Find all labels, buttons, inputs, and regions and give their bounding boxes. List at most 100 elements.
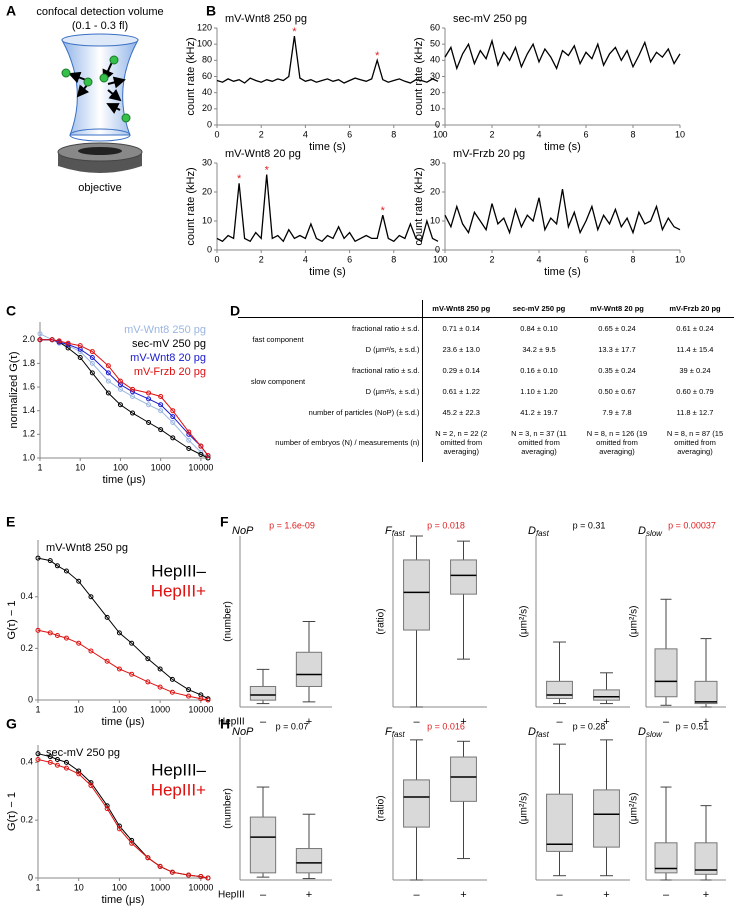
- legend-entry: sec-mV 250 pg: [132, 338, 206, 350]
- marker: [35, 751, 41, 757]
- cell: 0.60 ± 0.79: [676, 387, 714, 396]
- row-label: number of embryos (N) / measurements (n): [238, 423, 423, 462]
- cell: 45.2 ± 22.3: [442, 408, 480, 417]
- legend-entry: HepIII–: [151, 561, 206, 580]
- results-table: mV-Wnt8 250 pg sec-mV 250 pg mV-Wnt8 20 pg…: [238, 300, 734, 462]
- y-axis-label: count rate (kHz): [185, 37, 197, 115]
- marker: [54, 563, 60, 569]
- box: [450, 559, 477, 595]
- y-axis-label: (ratio): [376, 608, 387, 634]
- marker: [158, 427, 164, 433]
- y-tick-label: 0.4: [20, 591, 33, 601]
- title-sub: fast: [536, 529, 550, 538]
- marker: [129, 840, 135, 846]
- y-tick-label: 100: [197, 39, 212, 49]
- x-tick-label: –: [663, 889, 670, 901]
- marker: [170, 408, 176, 414]
- title-sub: fast: [536, 730, 550, 739]
- x-tick-label: –: [260, 889, 267, 901]
- marker: [205, 697, 211, 703]
- row: number of embryos (N) / measurements (n)…: [238, 423, 734, 462]
- title-sub: fast: [392, 730, 406, 739]
- title-main: D: [528, 525, 536, 537]
- box: [249, 816, 277, 874]
- box: [593, 689, 620, 701]
- p-value: p = 0.018: [427, 520, 465, 530]
- marker: [205, 455, 211, 461]
- marker: [89, 360, 95, 366]
- cell: 13.3 ± 17.7: [598, 345, 636, 354]
- x-tick-label: 1: [35, 704, 40, 714]
- title-main: F: [385, 525, 393, 537]
- x-tick-label: 10000: [188, 462, 213, 472]
- panel-label: A: [6, 3, 16, 19]
- volume-bottom: [69, 128, 131, 142]
- chart-title: Ffast: [385, 726, 405, 739]
- marker: [130, 394, 136, 400]
- chart-title: NoP: [232, 726, 254, 738]
- marker: [76, 771, 82, 777]
- marker: [157, 666, 163, 672]
- marker: [145, 656, 151, 662]
- trace: [37, 629, 209, 701]
- cell: 1.10 ± 1.20: [520, 387, 558, 396]
- panel-labels: A B C D E F G H: [6, 3, 240, 732]
- y-tick-label: 20: [430, 186, 440, 196]
- x-tick-label: 10000: [188, 704, 213, 714]
- x-tick-label: –: [413, 889, 420, 901]
- marker: [117, 402, 123, 408]
- chart-title: mV-Wnt8 250 pg: [225, 13, 307, 25]
- marker: [129, 640, 135, 646]
- trace: [40, 339, 209, 459]
- x-tick-label: 1000: [150, 882, 170, 892]
- y-tick-label: 30: [430, 157, 440, 167]
- y-axis-label: (ratio): [376, 795, 387, 821]
- box: [403, 779, 430, 828]
- y-tick-label: 0: [207, 244, 212, 254]
- y-tick-label: 0: [207, 119, 212, 129]
- y-axis-label: (μm²/s): [519, 606, 530, 638]
- marker: [117, 386, 123, 392]
- marker: [186, 429, 192, 435]
- cell: 7.9 ± 7.8: [602, 408, 632, 417]
- x-tick-label: 2: [259, 129, 264, 139]
- legend-entry: HepIII+: [151, 780, 206, 799]
- marker: [116, 666, 122, 672]
- marker: [47, 558, 53, 564]
- cell: 0.29 ± 0.14: [442, 366, 480, 375]
- legend-entry: HepIII–: [151, 760, 206, 779]
- marker: [146, 390, 152, 396]
- chart-title: mV-Frzb 20 pg: [453, 148, 525, 160]
- marker: [186, 437, 192, 443]
- x-tick-label: –: [556, 889, 563, 901]
- x-tick-label: 4: [303, 254, 308, 264]
- annotation: *: [375, 50, 380, 62]
- y-tick-label: 40: [202, 87, 212, 97]
- x-axis-label: time (μs): [102, 474, 145, 486]
- x-tick-label: 10: [74, 882, 84, 892]
- x-axis-label: time (s): [544, 266, 581, 278]
- row-label: fractional ratio ± s.d.: [318, 317, 423, 339]
- y-axis-label: (number): [223, 788, 234, 829]
- marker: [56, 338, 62, 344]
- x-tick-label: 10: [433, 129, 443, 139]
- panel-label: B: [206, 3, 216, 19]
- x-tick-label: –: [556, 716, 563, 728]
- table: mV-Wnt8 250 pg sec-mV 250 pg mV-Wnt8 20 pg…: [238, 300, 734, 462]
- x-axis-label: time (s): [309, 266, 346, 278]
- y-tick-label: 0.2: [20, 815, 33, 825]
- marker: [145, 855, 151, 861]
- annotation: *: [292, 26, 297, 38]
- marker: [146, 396, 152, 402]
- y-tick-label: 30: [430, 71, 440, 81]
- x-tick-label: 2: [489, 129, 494, 139]
- marker: [116, 826, 122, 832]
- marker: [76, 768, 82, 774]
- x-tick-label: 6: [347, 254, 352, 264]
- row: D (μm²/s, ± s.d.) 23.6 ± 13.0 34.2 ± 9.5 13…: [238, 339, 734, 360]
- x-tick-label: 1000: [151, 462, 171, 472]
- cell: 23.6 ± 13.0: [442, 345, 480, 354]
- x-tick-label: 2: [489, 254, 494, 264]
- marker: [169, 676, 175, 682]
- column-header: sec-mV 250 pg: [500, 300, 578, 318]
